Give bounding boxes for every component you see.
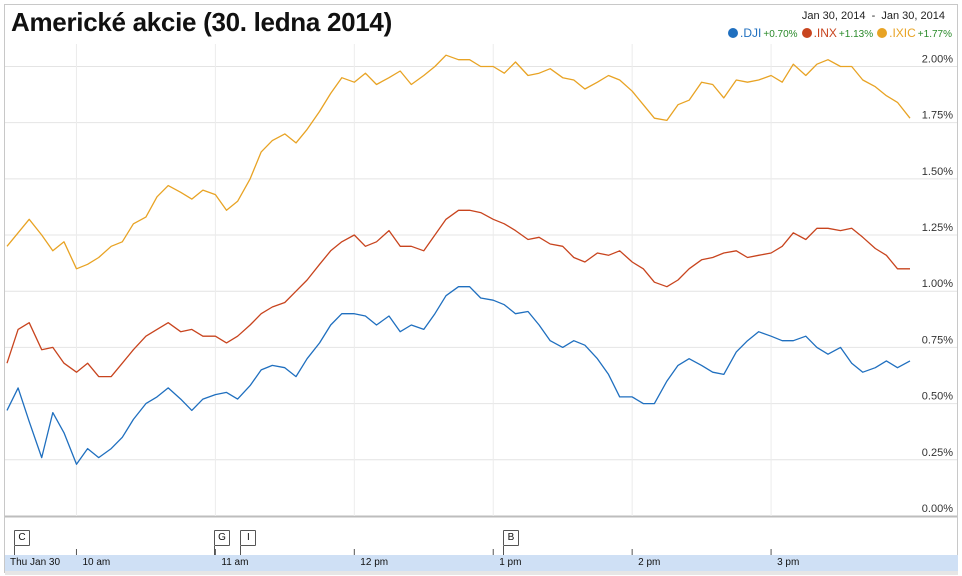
time-axis-bar[interactable]	[5, 555, 958, 571]
event-flag[interactable]: B	[502, 530, 519, 546]
chart-scrollbar[interactable]	[5, 571, 958, 575]
legend-symbol: .INX	[813, 26, 837, 40]
legend-dot-icon	[877, 28, 888, 38]
legend: .DJI +0.70% .INX +1.13% .IXIC +1.77%	[700, 26, 952, 40]
gridlines	[5, 44, 957, 518]
y-tick-label: 2.00%	[922, 53, 953, 65]
date-range: Jan 30, 2014 - Jan 30, 2014	[740, 10, 945, 22]
y-tick-label: 0.50%	[922, 391, 953, 403]
date-to: Jan 30, 2014	[881, 10, 945, 22]
legend-change: +1.13%	[838, 29, 874, 40]
event-flag[interactable]: C	[13, 530, 30, 546]
legend-item[interactable]: .DJI +0.70%	[728, 26, 798, 40]
series-line-dji	[6, 286, 911, 465]
x-tick-label: Thu Jan 30	[10, 557, 61, 568]
x-tick-label: 3 pm	[777, 557, 800, 568]
event-flag-pole	[213, 546, 215, 555]
date-from: Jan 30, 2014	[801, 10, 866, 22]
legend-item[interactable]: .INX +1.13%	[801, 26, 874, 40]
y-tick-label: 0.00%	[922, 503, 953, 515]
x-tick-label: 12 pm	[360, 557, 389, 568]
y-tick-labels: 0.00% 0.25% 0.50% 0.75% 1.00% 1.25% 1.50% 1.75%…	[922, 53, 953, 515]
y-tick-label: 1.50%	[922, 166, 953, 178]
y-tick-label: 1.00%	[922, 278, 953, 290]
event-flag[interactable]: I	[240, 530, 257, 546]
y-tick-label: 1.75%	[922, 110, 953, 122]
event-flag-pole	[240, 546, 242, 555]
x-ticks	[75, 549, 772, 556]
x-tick-label: 10 am	[82, 557, 111, 568]
x-tick-label: 2 pm	[638, 557, 661, 568]
x-tick-label: 11 am	[221, 557, 249, 568]
legend-symbol: .DJI	[740, 26, 762, 40]
chart-title: Americké akcie (30. ledna 2014)	[11, 7, 392, 37]
x-tick-label: 1 pm	[499, 557, 522, 568]
series-lines	[6, 54, 911, 465]
y-tick-label: 0.25%	[922, 447, 953, 459]
legend-change: +1.77%	[917, 29, 952, 40]
event-flag-pole	[502, 546, 504, 555]
event-flag[interactable]: G	[213, 530, 230, 546]
legend-dot-icon	[728, 28, 739, 38]
series-line-inx	[6, 209, 910, 378]
series-line-ixic	[6, 54, 911, 270]
y-tick-label: 0.75%	[922, 334, 953, 346]
legend-dot-icon	[801, 28, 812, 38]
y-tick-label: 1.25%	[922, 222, 953, 234]
legend-symbol: .IXIC	[889, 26, 916, 40]
legend-change: +0.70%	[763, 29, 798, 40]
legend-item[interactable]: .IXIC +1.77%	[877, 26, 952, 40]
event-flag-pole	[13, 546, 15, 555]
date-separator: -	[871, 10, 876, 22]
